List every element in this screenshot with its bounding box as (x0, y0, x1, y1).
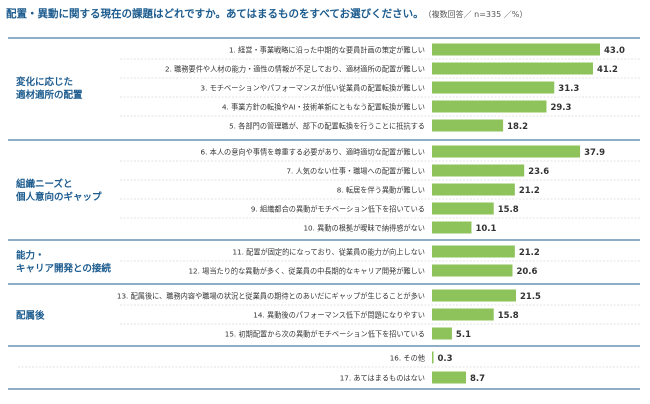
chart-note: （複数回答／ n=335 ／%） (427, 10, 528, 19)
category-label: 9. 組織都合の異動がモチベーション低下を招いている (251, 205, 425, 214)
bar (432, 202, 494, 215)
group-label: 能力・ (16, 250, 45, 262)
category-label: 14. 異動後のパフォーマンス低下が問題になりやすい (253, 311, 425, 320)
category-label: 12. 場当たり的な異動が多く、従業員の中長期的なキャリア開発が難しい (188, 267, 425, 276)
bar (432, 81, 555, 94)
category-label: 1. 経営・事業戦略に沿った中期的な要員計画の策定が難しい (229, 46, 425, 55)
data-label: 23.6 (528, 167, 549, 177)
group-label: 配属後 (16, 310, 45, 322)
category-label: 17. あてはまるものはない (340, 374, 425, 383)
bar (432, 327, 452, 340)
data-label: 21.5 (520, 292, 541, 302)
bar (432, 289, 516, 302)
category-label: 13. 配属後に、職務内容や職場の状況と従業員の期待とのあいだにギャップが生じる… (117, 292, 425, 301)
data-label: 21.2 (519, 186, 540, 196)
bar (432, 221, 472, 234)
group-label: 個人意向のギャップ (15, 191, 102, 203)
data-label: 15.8 (498, 311, 519, 321)
data-label: 29.3 (550, 103, 571, 113)
bar (432, 308, 494, 321)
data-label: 20.6 (516, 267, 537, 277)
category-label: 10. 異動の根拠が曖昧で納得感がない (303, 224, 425, 233)
data-label: 21.2 (519, 248, 540, 258)
data-label: 18.2 (507, 122, 528, 132)
category-label: 15. 初期配置から次の異動がモチベーション低下を招いている (225, 330, 425, 339)
category-label: 16. その他 (390, 354, 425, 363)
category-label: 5. 各部門の管理職が、部下の配置転換を行うことに抵抗する (229, 122, 425, 131)
data-label: 41.2 (597, 65, 618, 75)
chart-title: 配置・異動に関する現在の課題はどれですか。あてはまるものをすべてお選びください。… (6, 6, 527, 21)
bar (432, 62, 593, 75)
bar (432, 264, 513, 277)
data-label: 8.7 (470, 374, 485, 384)
category-label: 11. 配置が固定的になっており、従業員の能力が向上しない (232, 248, 425, 257)
group-label: 変化に応じた (16, 76, 73, 88)
group-label: 適材適所の配置 (16, 89, 83, 101)
data-label: 10.1 (475, 224, 496, 234)
data-label: 37.9 (584, 148, 605, 158)
category-label: 7. 人気のない仕事・職場への配置が難しい (286, 167, 425, 176)
bar (432, 43, 600, 56)
group-label: 組織ニーズと (16, 178, 73, 190)
data-label: 0.3 (438, 354, 453, 364)
bar (432, 371, 466, 384)
category-label: 3. モチベーションやパフォーマンスが低い従業員の配置転換が難しい (201, 84, 425, 93)
group-label: キャリア開発との接続 (16, 263, 111, 275)
bar (432, 145, 581, 158)
category-label: 4. 事業方針の転換やAI・技術革新にともなう配置転換が難しい (222, 103, 425, 112)
data-label: 31.3 (558, 84, 579, 94)
bar (432, 164, 525, 177)
category-label: 8. 転居を伴う異動が難しい (337, 186, 425, 195)
bar (432, 245, 515, 258)
bar (432, 183, 515, 196)
data-label: 15.8 (498, 205, 519, 215)
data-label: 5.1 (456, 330, 471, 340)
data-label: 43.0 (604, 46, 625, 56)
chart-title-text: 配置・異動に関する現在の課題はどれですか。あてはまるものをすべてお選びください。 (6, 8, 424, 20)
bar (432, 119, 504, 132)
bar (432, 100, 547, 113)
category-label: 6. 本人の意向や事情を尊重する必要があり、適時適切な配置が難しい (201, 148, 425, 157)
bar (432, 351, 434, 364)
category-label: 2. 職務要件や人材の能力・適性の情報が不足しており、適材適所の配置が難しい (165, 65, 425, 74)
